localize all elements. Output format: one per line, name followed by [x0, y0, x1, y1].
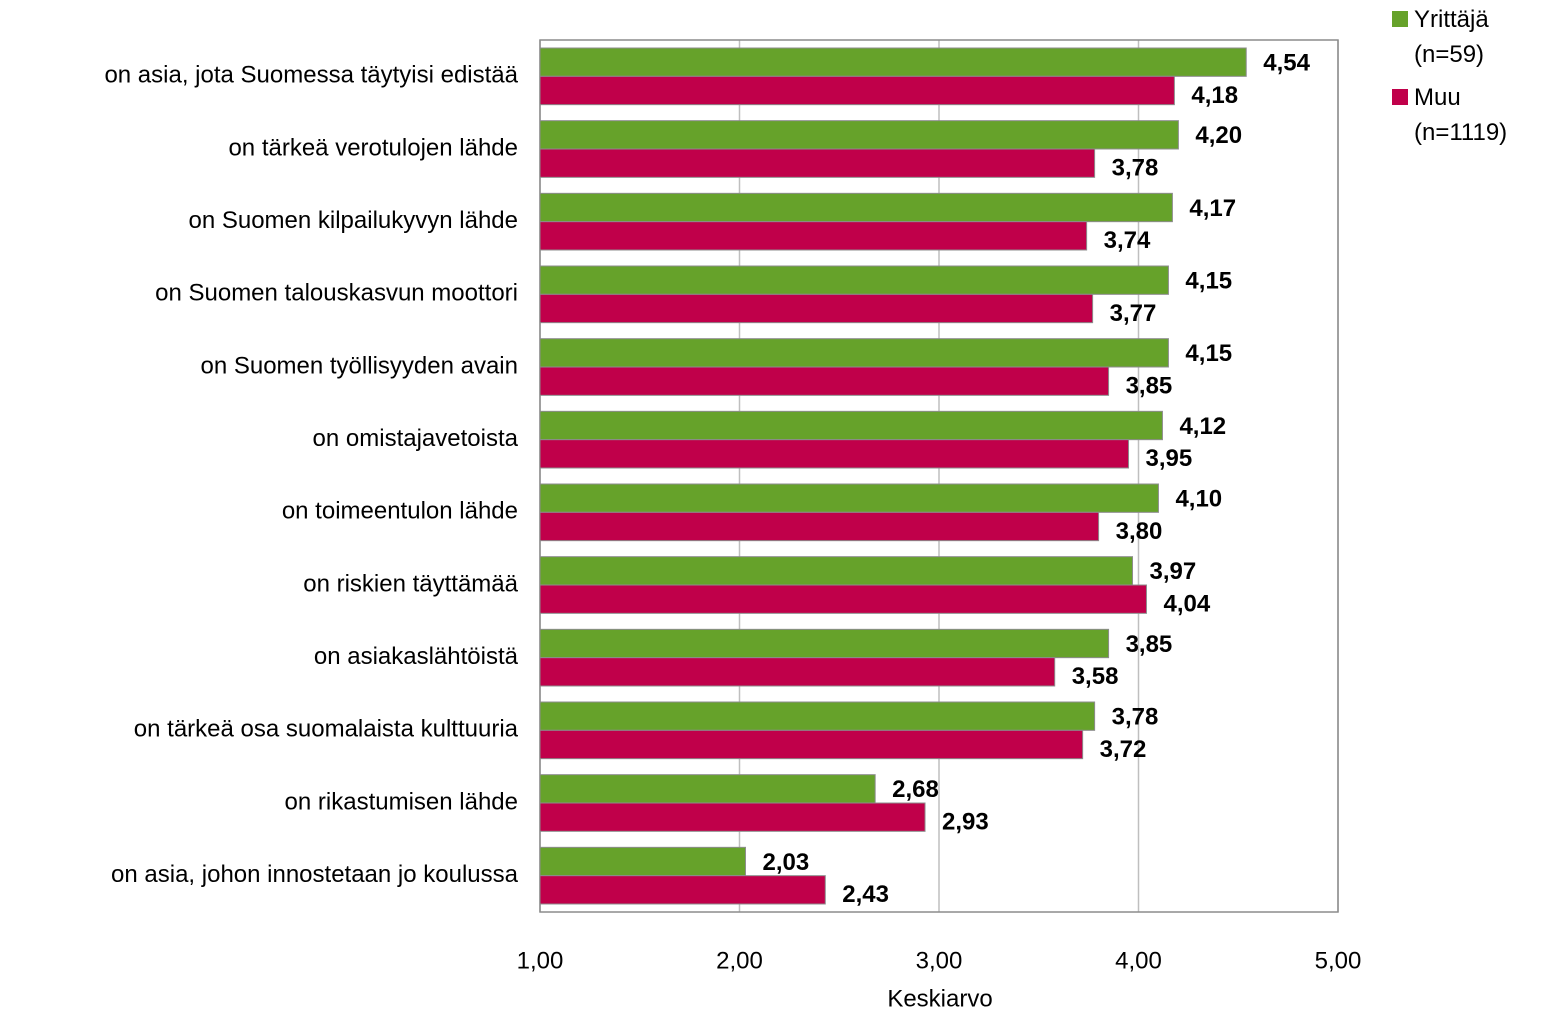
data-label: 3,78 [1112, 155, 1159, 182]
bar [539, 265, 1169, 295]
bar [539, 802, 926, 832]
bar [539, 192, 1173, 223]
data-label: 4,04 [1163, 591, 1210, 618]
bar [539, 221, 1088, 251]
data-label: 4,54 [1263, 50, 1310, 77]
bar [539, 846, 746, 877]
data-label: 4,15 [1185, 268, 1232, 295]
bar [539, 410, 1163, 441]
data-label: 4,17 [1189, 195, 1236, 222]
y-tick-label: on asia, jota Suomessa täytyisi edistää [104, 62, 518, 89]
x-tick-label: 3,00 [916, 947, 963, 974]
bar [539, 628, 1110, 659]
y-tick-label: on Suomen talouskasvun moottori [155, 280, 518, 307]
legend-item: Muu (n=1119) [1392, 80, 1542, 150]
data-label: 3,78 [1112, 704, 1159, 731]
data-label: 4,18 [1191, 82, 1238, 109]
data-label: 2,68 [892, 776, 939, 803]
legend-item: Yrittäjä (n=59) [1392, 2, 1542, 72]
x-tick-label: 1,00 [517, 947, 564, 974]
x-axis-title: Keskiarvo [887, 985, 992, 1012]
data-label: 3,95 [1146, 445, 1193, 472]
bar [539, 75, 1175, 106]
legend-label: Muu (n=1119) [1414, 84, 1508, 146]
x-tick-label: 5,00 [1315, 947, 1362, 974]
y-tick-label: on toimeentulon lähde [282, 498, 518, 525]
data-label: 3,72 [1100, 736, 1147, 763]
bar [539, 657, 1056, 687]
legend-swatch [1392, 11, 1408, 27]
bar [539, 366, 1110, 396]
bar [539, 293, 1094, 324]
y-tick-label: on omistajavetoista [313, 425, 519, 452]
bar [539, 148, 1096, 178]
y-tick-label: on tärkeä verotulojen lähde [228, 134, 518, 161]
data-label: 4,10 [1175, 486, 1222, 513]
bar [539, 701, 1096, 731]
bar [539, 47, 1247, 77]
data-label: 4,12 [1179, 413, 1226, 440]
y-tick-label: on rikastumisen lähde [285, 788, 518, 815]
bar [539, 774, 876, 804]
x-tick-label: 2,00 [716, 947, 763, 974]
bar [539, 483, 1159, 513]
data-label: 2,43 [842, 881, 889, 908]
bar [539, 439, 1130, 469]
y-tick-label: on tärkeä osa suomalaista kulttuuria [134, 716, 519, 743]
data-label: 3,85 [1126, 373, 1173, 400]
bar [539, 875, 826, 905]
bar [539, 511, 1100, 542]
bar [539, 729, 1084, 760]
legend-label: Yrittäjä (n=59) [1414, 6, 1489, 68]
data-label: 4,15 [1185, 340, 1232, 367]
bar [539, 120, 1179, 150]
y-tick-label: on Suomen kilpailukyvyn lähde [188, 207, 518, 234]
data-label: 2,93 [942, 809, 989, 836]
data-label: 3,85 [1126, 631, 1173, 658]
data-label: 3,97 [1150, 558, 1197, 585]
data-label: 3,80 [1116, 518, 1163, 545]
y-tick-label: on asiakaslähtöistä [314, 643, 519, 670]
plot-frame [539, 39, 1339, 913]
x-tick-label: 4,00 [1115, 947, 1162, 974]
y-tick-label: on Suomen työllisyyden avain [200, 352, 518, 379]
bar [539, 584, 1147, 614]
bar [539, 556, 1134, 586]
data-label: 4,20 [1195, 122, 1242, 149]
bar [539, 338, 1169, 368]
legend-swatch [1392, 89, 1408, 105]
data-label: 3,58 [1072, 663, 1119, 690]
data-label: 2,03 [762, 849, 809, 876]
data-label: 3,74 [1104, 227, 1151, 254]
y-tick-label: on asia, johon innostetaan jo koulussa [111, 861, 519, 888]
data-label: 3,77 [1110, 300, 1157, 327]
y-tick-label: on riskien täyttämää [303, 570, 518, 597]
